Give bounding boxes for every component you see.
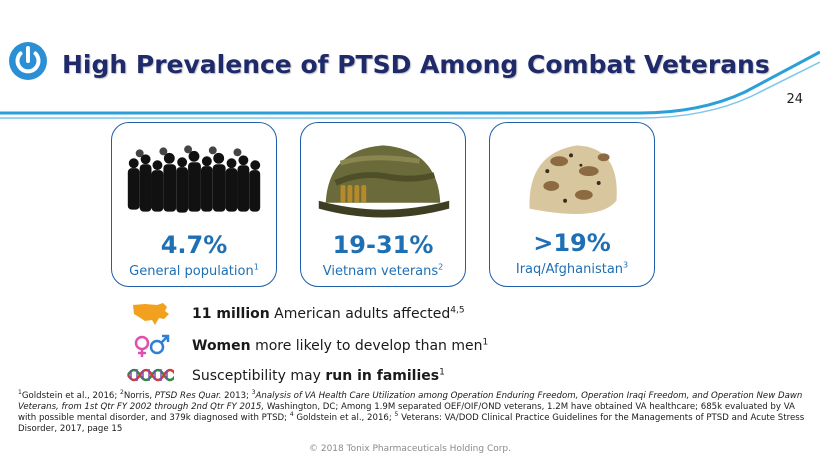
desert-helmet-icon [529,145,617,215]
usa-map-icon [133,303,169,325]
references-footnote: 1Goldstein et al., 2016; 2Norris, PTSD R… [18,389,805,434]
stat-label: Vietnam veterans2 [322,262,444,279]
dna-icon [126,368,174,382]
gender-symbols-icon [134,334,170,357]
stat-label: General population1 [129,262,259,279]
stat-percent: 4.7% [160,231,228,259]
header-rule [0,50,820,119]
fact-prevalence: 11 million American adults affected4,5 [192,305,465,322]
stat-card-iraq: >19% Iraq/Afghanistan3 [489,122,655,287]
stat-card-vietnam: 19-31% Vietnam veterans2 [300,122,466,287]
stat-card-general: 4.7% General population1 [111,122,277,287]
page-number: 24 [786,92,803,107]
stat-label: Iraq/Afghanistan3 [515,260,629,277]
fact-families: Susceptibility may run in families1 [192,367,445,384]
stat-percent: >19% [533,229,611,257]
vietnam-helmet-icon [318,145,450,218]
copyright: © 2018 Tonix Pharmaceuticals Holding Cor… [308,444,512,454]
power-logo-icon [9,42,47,80]
stat-percent: 19-31% [332,231,434,259]
crowd-silhouette-icon [127,145,261,213]
fact-women: Women more likely to develop than men1 [192,337,489,354]
page-title: High Prevalence of PTSD Among Combat Vet… [62,50,770,79]
